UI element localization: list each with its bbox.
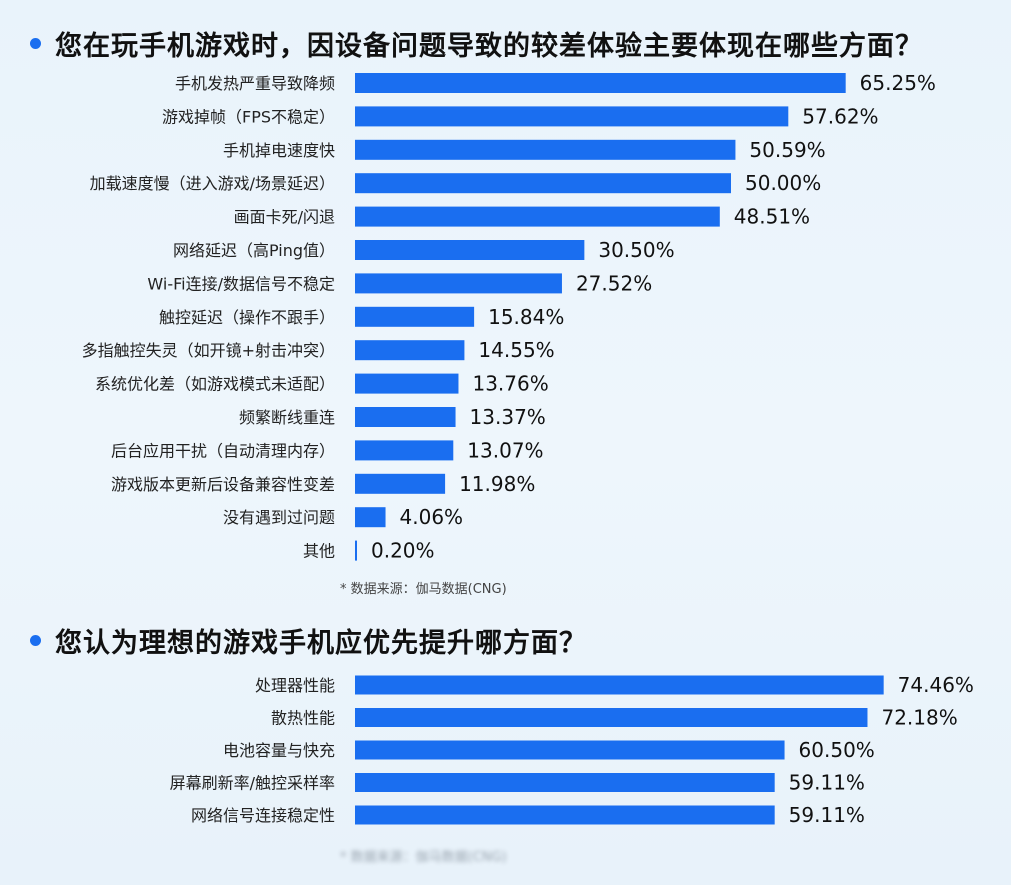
- category-label: 手机掉电速度快: [223, 141, 335, 160]
- category-label: 手机发热严重导致降频: [175, 74, 335, 93]
- category-label: 后台应用干扰（自动清理内存）: [111, 441, 335, 460]
- category-label: 系统优化差（如游戏模式未适配）: [95, 375, 335, 394]
- category-label: 多指触控失灵（如开镜+射击冲突）: [82, 341, 335, 360]
- bar: [355, 773, 775, 792]
- value-label: 14.55%: [478, 338, 554, 362]
- bar: [355, 206, 720, 227]
- bullet-dot-icon: [30, 38, 41, 49]
- bar: [355, 273, 562, 294]
- bar: [355, 106, 789, 127]
- bar: [355, 675, 884, 695]
- value-label: 60.50%: [799, 738, 875, 762]
- bar: [355, 173, 731, 194]
- category-label: 屏幕刷新率/触控采样率: [170, 774, 335, 793]
- category-label: 游戏掉帧（FPS不稳定）: [162, 107, 335, 126]
- bar: [355, 740, 785, 760]
- category-label: 网络延迟（高Ping值）: [173, 241, 335, 260]
- category-label: 电池容量与快充: [223, 741, 335, 760]
- bar: [355, 540, 357, 561]
- bar: [355, 240, 585, 260]
- category-label: 没有遇到过问题: [223, 508, 335, 527]
- chart2-title-row: 您认为理想的游戏手机应优先提升哪方面？: [30, 621, 587, 660]
- chart1-source: * 数据来源：伽马数据(CNG): [340, 582, 507, 597]
- category-label: 加载速度慢（进入游戏/场景延迟）: [90, 174, 335, 193]
- value-label: 57.62%: [802, 104, 878, 128]
- value-label: 13.37%: [470, 405, 546, 429]
- bar: [355, 407, 456, 427]
- category-label: 频繁断线重连: [239, 408, 335, 427]
- bar: [355, 708, 868, 727]
- chart1-bar-chart: 手机发热严重导致降频 65.25% 游戏掉帧（FPS不稳定） 57.62% 手机掉电速度…: [82, 71, 936, 563]
- value-label: 30.50%: [598, 238, 674, 262]
- bar: [355, 340, 465, 361]
- value-label: 0.20%: [371, 539, 435, 563]
- category-label: 散热性能: [271, 709, 335, 728]
- value-label: 13.07%: [467, 438, 543, 462]
- bar: [355, 473, 446, 494]
- value-label: 59.11%: [789, 803, 865, 827]
- value-label: 4.06%: [400, 505, 464, 529]
- value-label: 48.51%: [734, 205, 810, 229]
- value-label: 59.11%: [789, 771, 865, 795]
- bar: [355, 139, 736, 160]
- bar: [355, 805, 775, 825]
- bullet-dot-icon: [30, 635, 41, 646]
- value-label: 27.52%: [576, 271, 652, 295]
- value-label: 11.98%: [459, 472, 535, 496]
- bar: [355, 306, 475, 327]
- value-label: 50.00%: [745, 171, 821, 195]
- chart1-title: 您在玩手机游戏时，因设备问题导致的较差体验主要体现在哪些方面？: [55, 31, 923, 62]
- value-label: 74.46%: [898, 673, 974, 697]
- value-label: 15.84%: [488, 305, 564, 329]
- value-label: 50.59%: [749, 138, 825, 162]
- category-label: 画面卡死/闪退: [234, 208, 335, 227]
- chart2-bar-chart: 处理器性能 74.46% 散热性能 72.18% 电池容量与快充 60.50% 屏幕刷新率/…: [170, 673, 974, 827]
- bar: [355, 507, 386, 528]
- category-label: 网络信号连接稳定性: [191, 806, 335, 825]
- category-label: 其他: [303, 542, 335, 561]
- chart1-title-row: 您在玩手机游戏时，因设备问题导致的较差体验主要体现在哪些方面？: [30, 24, 923, 63]
- bar: [355, 73, 846, 93]
- bar: [355, 440, 454, 461]
- category-label: 触控延迟（操作不跟手）: [159, 308, 335, 327]
- category-label: 游戏版本更新后设备兼容性变差: [111, 475, 335, 494]
- category-label: Wi-Fi连接/数据信号不稳定: [147, 274, 335, 293]
- category-label: 处理器性能: [255, 676, 335, 695]
- value-label: 72.18%: [881, 706, 957, 730]
- value-label: 13.76%: [472, 372, 548, 396]
- value-label: 65.25%: [860, 71, 936, 95]
- bar: [355, 373, 459, 394]
- chart2-title: 您认为理想的游戏手机应优先提升哪方面？: [55, 628, 587, 659]
- footnote: * 数据来源：伽马数据(CNG): [340, 850, 507, 865]
